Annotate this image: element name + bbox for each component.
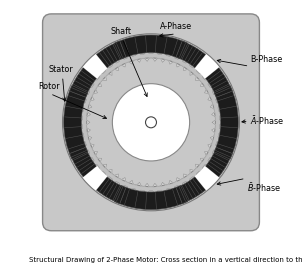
- Text: Rotor: Rotor: [38, 82, 59, 91]
- Text: $\bar{A}$-Phase: $\bar{A}$-Phase: [250, 115, 284, 128]
- Wedge shape: [70, 147, 97, 177]
- Wedge shape: [114, 35, 188, 59]
- Wedge shape: [83, 166, 107, 191]
- Wedge shape: [205, 68, 232, 97]
- Circle shape: [82, 54, 220, 191]
- Wedge shape: [64, 85, 88, 159]
- Wedge shape: [83, 54, 107, 79]
- Wedge shape: [195, 54, 219, 79]
- Text: B-Phase: B-Phase: [251, 55, 283, 64]
- Circle shape: [146, 117, 156, 128]
- Circle shape: [87, 58, 215, 187]
- Text: Structural Drawing of 2-Phase Motor: Cross section in a vertical direction to th: Structural Drawing of 2-Phase Motor: Cro…: [29, 257, 302, 263]
- Text: $\bar{B}$-Phase: $\bar{B}$-Phase: [247, 181, 281, 194]
- Polygon shape: [79, 50, 223, 194]
- Wedge shape: [96, 177, 126, 203]
- Polygon shape: [87, 58, 215, 187]
- Wedge shape: [214, 85, 238, 159]
- Text: Stator: Stator: [49, 65, 74, 74]
- Text: Shaft: Shaft: [111, 27, 132, 36]
- Text: A-Phase: A-Phase: [160, 22, 192, 31]
- Circle shape: [112, 84, 190, 161]
- Wedge shape: [114, 185, 188, 210]
- Circle shape: [63, 34, 239, 211]
- Wedge shape: [195, 166, 219, 191]
- Wedge shape: [176, 177, 206, 203]
- Wedge shape: [70, 68, 97, 97]
- Wedge shape: [205, 147, 232, 177]
- Wedge shape: [96, 41, 126, 68]
- FancyBboxPatch shape: [43, 14, 259, 231]
- Wedge shape: [176, 41, 206, 68]
